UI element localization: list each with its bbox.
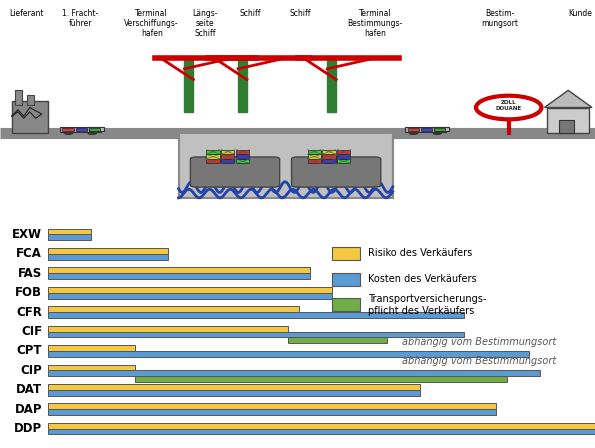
Text: FAS: FAS: [18, 267, 42, 280]
Text: CIF: CIF: [21, 325, 42, 338]
Bar: [48, 429, 595, 435]
Bar: [308, 159, 321, 164]
Text: Bestim-
mungsort: Bestim- mungsort: [481, 9, 518, 28]
Bar: [48, 423, 595, 429]
Bar: [15, 90, 22, 105]
Text: CFR: CFR: [16, 306, 42, 319]
Bar: [27, 95, 34, 105]
Text: Kunde: Kunde: [568, 9, 592, 17]
Text: 1. Fracht-
führer: 1. Fracht- führer: [62, 9, 98, 28]
Bar: [135, 376, 508, 382]
Bar: [421, 128, 432, 130]
Text: Terminal
Verschiffungs-
hafen: Terminal Verschiffungs- hafen: [124, 9, 179, 39]
Bar: [48, 267, 311, 273]
Bar: [48, 234, 92, 240]
Text: Kosten des Verkäufers: Kosten des Verkäufers: [368, 274, 477, 284]
Bar: [327, 58, 336, 112]
Bar: [547, 108, 589, 134]
Bar: [48, 306, 299, 312]
Bar: [559, 121, 574, 134]
FancyBboxPatch shape: [178, 134, 393, 198]
Bar: [322, 159, 336, 164]
Bar: [60, 127, 101, 132]
Bar: [322, 150, 336, 154]
Circle shape: [409, 132, 418, 135]
Text: FOB: FOB: [15, 286, 42, 299]
Bar: [12, 101, 48, 134]
Bar: [337, 150, 350, 154]
Bar: [236, 155, 249, 159]
Text: DDP: DDP: [14, 422, 42, 435]
Bar: [408, 128, 419, 130]
Bar: [48, 390, 420, 396]
Bar: [337, 159, 350, 164]
Bar: [221, 155, 234, 159]
Bar: [405, 127, 446, 132]
Bar: [48, 403, 496, 409]
Bar: [322, 155, 336, 159]
Circle shape: [87, 132, 97, 135]
Bar: [337, 155, 350, 159]
Bar: [48, 351, 530, 357]
Text: Transportversicherungs-
pflicht des Verkäufers: Transportversicherungs- pflicht des Verk…: [368, 294, 486, 315]
Bar: [206, 159, 220, 164]
FancyBboxPatch shape: [190, 157, 280, 187]
Text: abhängig vom Bestimmungsort: abhängig vom Bestimmungsort: [402, 357, 557, 366]
Bar: [434, 127, 449, 131]
Text: FCA: FCA: [16, 247, 42, 260]
Text: DAT: DAT: [16, 383, 42, 396]
Bar: [289, 337, 387, 343]
Bar: [236, 150, 249, 154]
Bar: [48, 293, 332, 298]
Bar: [238, 58, 247, 112]
Bar: [48, 248, 168, 254]
Bar: [236, 159, 249, 164]
Bar: [48, 332, 464, 337]
Bar: [221, 150, 234, 154]
Bar: [62, 128, 74, 130]
Bar: [206, 155, 220, 159]
Bar: [206, 150, 220, 154]
Text: Längs-
seite
Schiff: Längs- seite Schiff: [193, 9, 218, 39]
Bar: [221, 159, 234, 164]
Circle shape: [476, 96, 541, 119]
Bar: [48, 287, 332, 293]
Bar: [48, 273, 311, 279]
Bar: [48, 409, 496, 415]
Bar: [184, 58, 193, 112]
Circle shape: [64, 132, 73, 135]
Text: abhängig vom Bestimmungsort: abhängig vom Bestimmungsort: [402, 337, 557, 347]
Text: Schiff: Schiff: [239, 9, 261, 17]
Bar: [48, 365, 135, 370]
Bar: [48, 312, 464, 318]
Text: DAP: DAP: [15, 403, 42, 416]
FancyBboxPatch shape: [332, 247, 359, 260]
Bar: [89, 127, 104, 131]
Text: CIP: CIP: [20, 364, 42, 377]
Bar: [434, 128, 445, 130]
Bar: [48, 345, 135, 351]
Text: Risiko des Verkäufers: Risiko des Verkäufers: [368, 249, 472, 258]
Text: Lieferant: Lieferant: [10, 9, 44, 17]
Bar: [308, 150, 321, 154]
Text: ZOLL
DOUANE: ZOLL DOUANE: [496, 100, 522, 111]
Bar: [76, 128, 87, 130]
Bar: [48, 254, 168, 260]
FancyBboxPatch shape: [292, 157, 381, 187]
Bar: [89, 128, 100, 130]
FancyBboxPatch shape: [332, 273, 359, 285]
Bar: [48, 326, 289, 332]
Text: EXW: EXW: [12, 228, 42, 241]
Text: Terminal
Bestimmungs-
hafen: Terminal Bestimmungs- hafen: [347, 9, 402, 39]
Bar: [48, 370, 540, 376]
FancyBboxPatch shape: [332, 298, 359, 311]
Circle shape: [433, 132, 442, 135]
Bar: [308, 155, 321, 159]
Text: Schiff: Schiff: [290, 9, 311, 17]
Bar: [48, 228, 92, 234]
Text: CPT: CPT: [17, 345, 42, 358]
Bar: [48, 384, 420, 390]
Polygon shape: [544, 90, 592, 108]
